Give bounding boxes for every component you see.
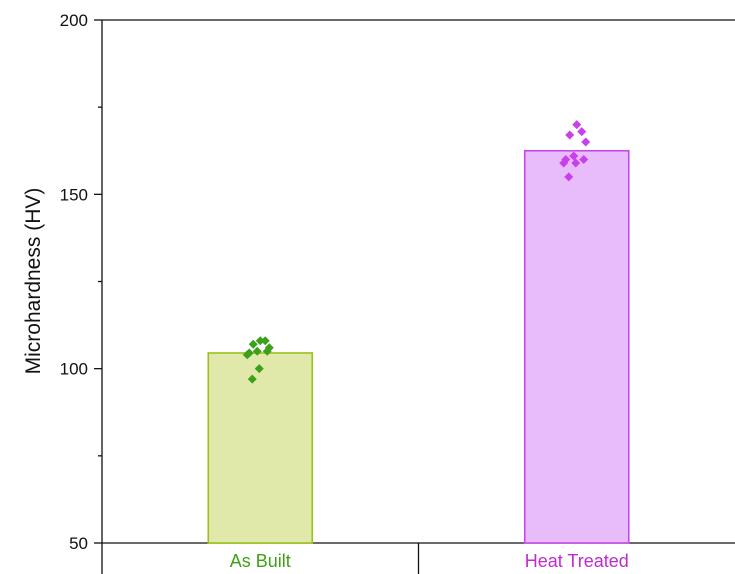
data-point <box>260 336 270 346</box>
category-labels: As Built Heat Treated <box>230 551 629 571</box>
data-point <box>579 154 589 164</box>
data-point <box>565 130 575 140</box>
y-tick-label: 50 <box>69 534 88 553</box>
data-point <box>262 346 272 356</box>
y-axis-ticks: 50 100 150 200 <box>60 11 102 553</box>
y-tick-label: 100 <box>60 360 88 379</box>
data-point <box>572 120 582 130</box>
data-point <box>577 127 587 137</box>
plot-frame <box>101 19 735 574</box>
data-point <box>571 158 581 168</box>
y-tick-label: 200 <box>60 11 88 30</box>
data-points <box>242 120 591 384</box>
data-point <box>247 374 257 384</box>
data-point <box>252 346 262 356</box>
data-point <box>255 336 265 346</box>
data-point <box>559 158 569 168</box>
data-point <box>569 151 579 161</box>
y-tick-label: 150 <box>60 185 88 204</box>
data-point <box>242 350 252 360</box>
category-label: As Built <box>230 551 291 571</box>
bars <box>207 149 630 544</box>
bar <box>523 149 630 544</box>
category-label: Heat Treated <box>525 551 629 571</box>
data-point <box>254 364 264 374</box>
data-point <box>581 137 591 147</box>
y-axis-title: Microhardness (HV) <box>22 188 45 375</box>
data-point <box>564 172 574 182</box>
bar <box>207 352 314 544</box>
data-point <box>248 339 258 349</box>
